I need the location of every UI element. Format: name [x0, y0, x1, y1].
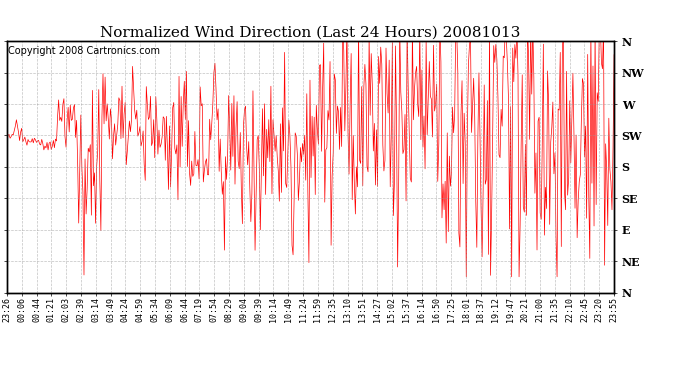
Text: Copyright 2008 Cartronics.com: Copyright 2008 Cartronics.com [8, 46, 160, 56]
Title: Normalized Wind Direction (Last 24 Hours) 20081013: Normalized Wind Direction (Last 24 Hours… [100, 26, 521, 40]
